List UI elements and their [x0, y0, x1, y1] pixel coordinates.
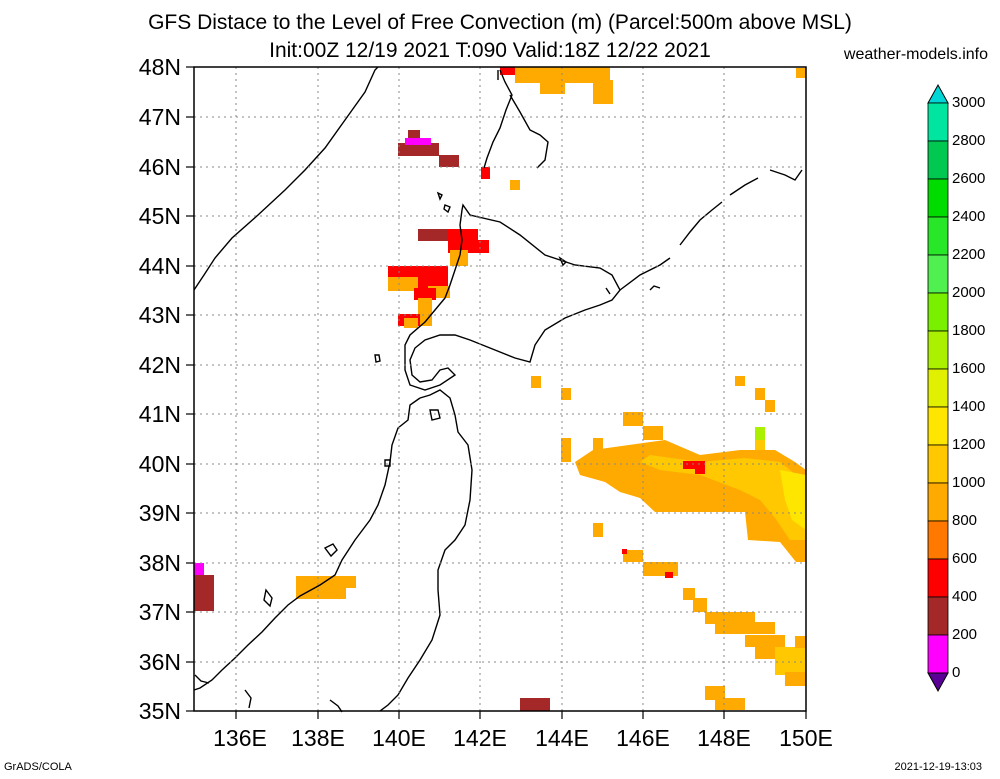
- footer-timestamp: 2021-12-19-13:03: [894, 761, 982, 773]
- colorbar-swatch: [927, 596, 949, 636]
- lon-label: 146E: [616, 725, 670, 751]
- colorbar-top-arrow: [927, 83, 949, 104]
- footer-credit: GrADS/COLA: [4, 761, 72, 773]
- lat-label: 44N: [139, 253, 181, 279]
- colorbar-swatch: [927, 368, 949, 408]
- lon-label: 136E: [213, 725, 267, 751]
- coastlines: [193, 66, 803, 713]
- lat-label: 42N: [139, 352, 181, 378]
- colorbar-label: 1600: [952, 360, 985, 377]
- colorbar-swatch: [927, 216, 949, 256]
- colorbar-label: 2000: [952, 284, 985, 301]
- lat-label: 36N: [139, 649, 181, 675]
- colorbar-swatch: [927, 254, 949, 294]
- lon-label: 142E: [453, 725, 507, 751]
- lon-label: 144E: [535, 725, 589, 751]
- lat-label: 48N: [139, 54, 181, 80]
- colorbar-label: 2800: [952, 132, 985, 149]
- colorbar-label: 0: [952, 664, 960, 681]
- colorbar-label: 600: [952, 550, 977, 567]
- colorbar-label: 1800: [952, 322, 985, 339]
- colorbar-swatch: [927, 634, 949, 674]
- colorbar-swatch: [927, 292, 949, 332]
- colorbar-bottom-arrow: [927, 672, 949, 693]
- colorbar-swatch: [927, 520, 949, 560]
- lat-labels: 48N 47N 46N 45N 44N 43N 42N 41N 40N 39N …: [139, 54, 181, 724]
- lat-label: 40N: [139, 451, 181, 477]
- map-frame: [193, 66, 807, 712]
- colorbar-swatch: [927, 558, 949, 598]
- colorbar-label: 1200: [952, 436, 985, 453]
- colorbar-label: 2600: [952, 170, 985, 187]
- lat-label: 37N: [139, 599, 181, 625]
- site-label: weather-models.info: [843, 46, 988, 63]
- lon-labels: 136E 138E 140E 142E 144E 146E 148E 150E: [213, 725, 833, 751]
- colorbar-label: 1400: [952, 398, 985, 415]
- lat-label: 41N: [139, 401, 181, 427]
- colorbar-swatch: [927, 482, 949, 522]
- lat-label: 46N: [139, 154, 181, 180]
- lon-label: 140E: [372, 725, 426, 751]
- colorbar-label: 800: [952, 512, 977, 529]
- colorbar-swatch: [927, 178, 949, 218]
- colorbar: [927, 83, 949, 693]
- gridlines: [194, 67, 806, 711]
- lon-label: 148E: [697, 725, 751, 751]
- colorbar-label: 2400: [952, 208, 985, 225]
- colorbar-label: 1000: [952, 474, 985, 491]
- colorbar-swatch: [927, 444, 949, 484]
- lat-label: 35N: [139, 698, 181, 724]
- colorbar-labels: 3000 2800 2600 2400 2200 2000 1800 1600 …: [952, 94, 985, 681]
- colorbar-label: 200: [952, 626, 977, 643]
- colorbar-swatch: [927, 102, 949, 142]
- colorbar-label: 400: [952, 588, 977, 605]
- lat-label: 38N: [139, 550, 181, 576]
- colorbar-swatch: [927, 140, 949, 180]
- chart-title: GFS Distace to the Level of Free Convect…: [148, 11, 852, 34]
- lat-label: 47N: [139, 104, 181, 130]
- colorbar-swatch: [927, 330, 949, 370]
- lat-label: 43N: [139, 302, 181, 328]
- colorbar-label: 3000: [952, 94, 985, 111]
- colorbar-label: 2200: [952, 246, 985, 263]
- lon-label: 138E: [291, 725, 345, 751]
- lon-label: 150E: [779, 725, 833, 751]
- lat-label: 45N: [139, 203, 181, 229]
- chart-subtitle: Init:00Z 12/19 2021 T:090 Valid:18Z 12/2…: [269, 39, 711, 62]
- axis-ticks: [186, 66, 807, 719]
- lat-label: 39N: [139, 500, 181, 526]
- colorbar-swatch: [927, 406, 949, 446]
- lfc-distance-shading: [194, 67, 806, 711]
